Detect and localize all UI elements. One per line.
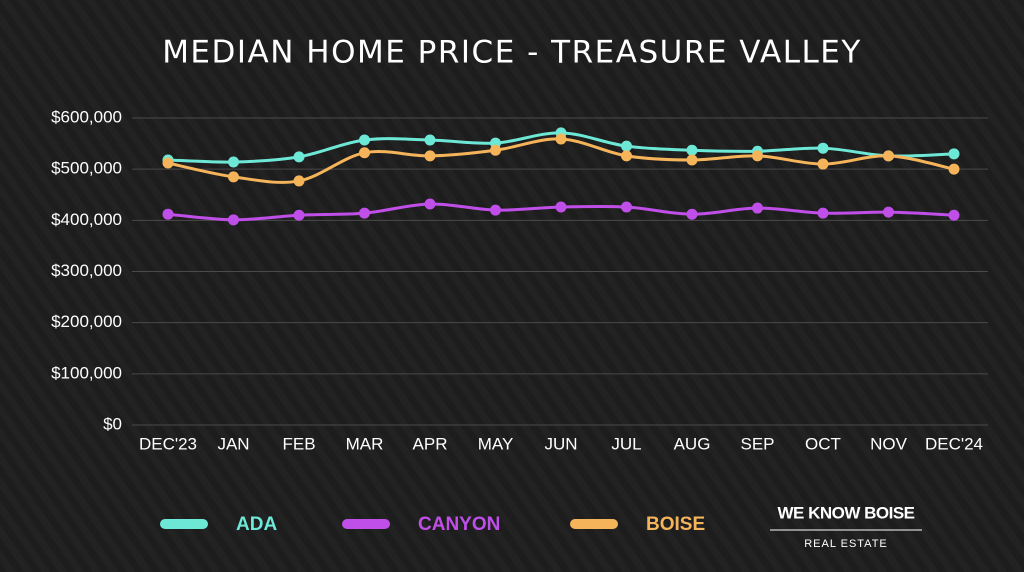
legend-label: BOISE (646, 514, 705, 535)
x-tick-label: OCT (805, 434, 841, 453)
data-point (555, 133, 567, 145)
brand-name: WE KNOW BOISE (777, 503, 914, 522)
x-tick-label: SEP (740, 434, 774, 453)
data-point (293, 209, 305, 221)
x-tick-label: JUN (544, 434, 577, 453)
legend-label: CANYON (418, 514, 500, 535)
data-point (359, 147, 370, 159)
data-point (555, 201, 567, 213)
data-point (424, 150, 436, 162)
data-point (490, 204, 501, 216)
x-tick-label: JAN (217, 434, 249, 453)
x-tick-label: APR (413, 434, 448, 453)
data-point (228, 156, 239, 168)
data-point (686, 154, 698, 166)
data-point (424, 134, 436, 146)
data-point (293, 175, 305, 187)
legend-swatch (342, 519, 390, 529)
data-point (686, 144, 698, 156)
data-point (752, 202, 763, 214)
data-point (948, 209, 960, 221)
data-point (490, 144, 501, 156)
data-point (686, 208, 698, 220)
data-point (359, 134, 370, 146)
data-point (817, 207, 829, 219)
x-tick-label: DEC'23 (139, 434, 197, 453)
data-point (228, 171, 239, 183)
data-point (424, 198, 436, 210)
data-point (621, 201, 632, 213)
legend-swatch (160, 519, 208, 529)
data-point (817, 158, 829, 170)
legend-label: ADA (236, 514, 277, 535)
x-tick-label: AUG (674, 434, 711, 453)
data-point (621, 140, 632, 152)
x-tick-label: MAR (346, 434, 384, 453)
x-tick-label: FEB (282, 434, 315, 453)
data-point (752, 150, 763, 162)
y-tick-label: $500,000 (51, 159, 122, 178)
y-tick-label: $300,000 (51, 261, 122, 280)
brand-tagline: REAL ESTATE (804, 538, 888, 550)
data-point (359, 207, 370, 219)
x-tick-label: NOV (870, 434, 908, 453)
data-point (162, 208, 174, 220)
data-point (228, 214, 239, 226)
x-tick-label: DEC'24 (925, 434, 983, 453)
data-point (883, 206, 894, 218)
y-tick-label: $0 (103, 414, 122, 433)
x-tick-label: JUL (611, 434, 641, 453)
y-tick-label: $100,000 (51, 363, 122, 382)
data-point (883, 150, 894, 162)
data-point (293, 151, 305, 163)
legend-swatch (570, 519, 618, 529)
data-point (621, 150, 632, 162)
data-point (948, 148, 960, 160)
x-tick-label: MAY (478, 434, 514, 453)
chart-title: MEDIAN HOME PRICE - TREASURE VALLEY (162, 35, 862, 71)
data-point (817, 142, 829, 154)
y-tick-label: $200,000 (51, 312, 122, 331)
data-point (162, 157, 174, 169)
data-point (948, 163, 960, 175)
y-tick-label: $400,000 (51, 210, 122, 229)
y-tick-label: $600,000 (51, 107, 122, 126)
